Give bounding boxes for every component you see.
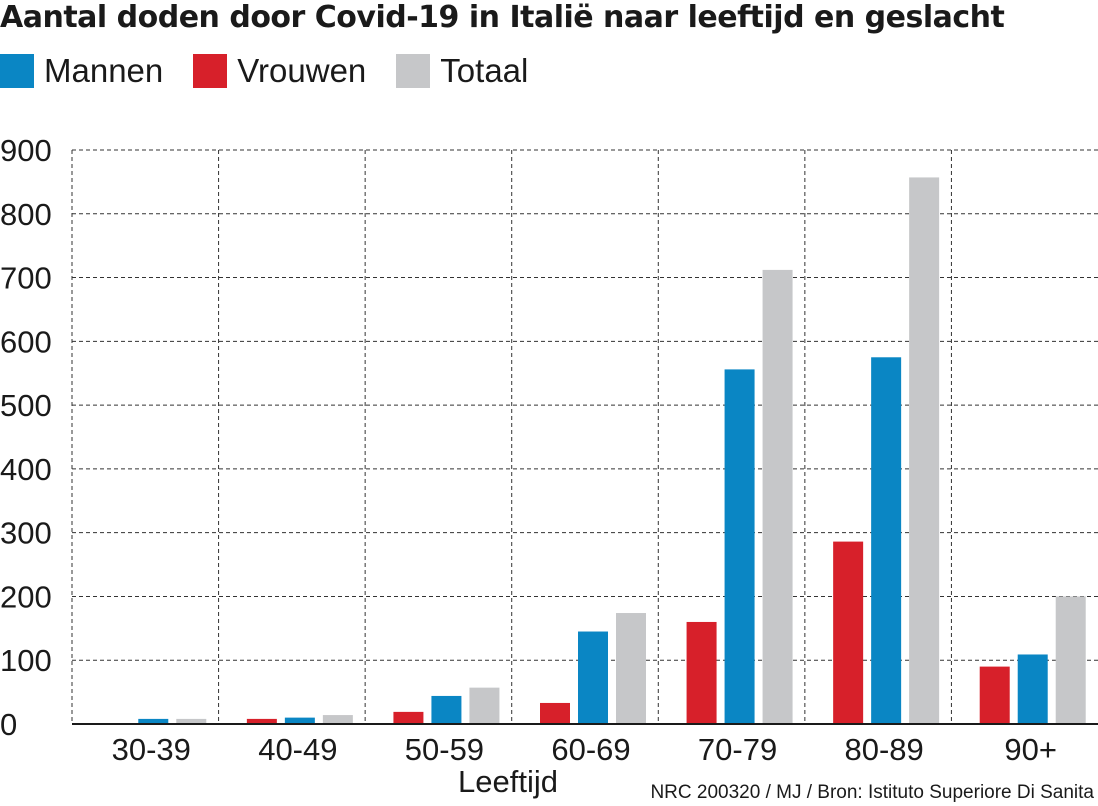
x-tick-label-80-89: 80-89 [844,732,923,767]
y-tick-label-500: 500 [0,388,52,423]
y-tick-label-700: 700 [0,261,52,296]
y-tick-label-0: 0 [0,707,17,742]
bar-mannen-70-79 [724,369,755,724]
bar-totaal-60-69 [616,613,646,724]
x-tick-label-90+: 90+ [1004,732,1057,767]
legend-swatch-vrouwen [193,54,228,88]
bar-totaal-80-89 [909,177,940,724]
y-tick-label-200: 200 [0,579,52,614]
legend-item-totaal: Totaal [396,52,528,90]
bar-vrouwen-70-79 [686,621,717,724]
y-tick-label-100: 100 [0,643,52,678]
bar-totaal-70-79 [762,269,793,724]
y-tick-label-400: 400 [0,452,52,487]
legend-label-vrouwen: Vrouwen [237,52,367,89]
bar-mannen-40-49 [284,717,315,724]
bar-totaal-90+ [1055,596,1086,724]
bar-totaal-40-49 [322,715,353,724]
y-tick-label-300: 300 [0,516,52,551]
legend: Mannen Vrouwen Totaal [0,52,558,90]
bar-vrouwen-50-59 [393,711,424,724]
bar-vrouwen-60-69 [540,702,570,724]
legend-swatch-mannen [0,54,34,88]
bar-mannen-60-69 [578,631,608,724]
x-axis-label: Leeftijd [458,764,558,799]
bar-mannen-80-89 [871,357,902,724]
x-tick-label-40-49: 40-49 [258,732,337,767]
bar-mannen-30-39 [138,718,169,724]
x-tick-label-30-39: 30-39 [112,732,191,767]
legend-label-mannen: Mannen [44,52,164,89]
bar-mannen-90+ [1017,654,1048,724]
bar-vrouwen-90+ [979,666,1010,724]
chart-title: Aantal doden door Covid-19 in Italië naa… [0,0,1005,35]
x-tick-label-70-79: 70-79 [698,732,777,767]
y-tick-label-600: 600 [0,324,52,359]
legend-item-vrouwen: Vrouwen [193,52,366,90]
legend-swatch-totaal [396,54,431,88]
bar-mannen-50-59 [431,695,462,724]
bar-totaal-30-39 [176,718,207,724]
bar-vrouwen-40-49 [246,718,277,724]
source-note: NRC 200320 / MJ / Bron: Istituto Superio… [650,782,1094,803]
x-tick-label-60-69: 60-69 [551,732,630,767]
legend-item-mannen: Mannen [0,52,163,90]
bar-totaal-50-59 [469,687,500,724]
y-tick-label-800: 800 [0,197,52,232]
y-tick-label-900: 900 [0,133,52,168]
legend-label-totaal: Totaal [440,52,529,89]
bar-vrouwen-80-89 [833,541,864,724]
x-tick-label-50-59: 50-59 [405,732,484,767]
